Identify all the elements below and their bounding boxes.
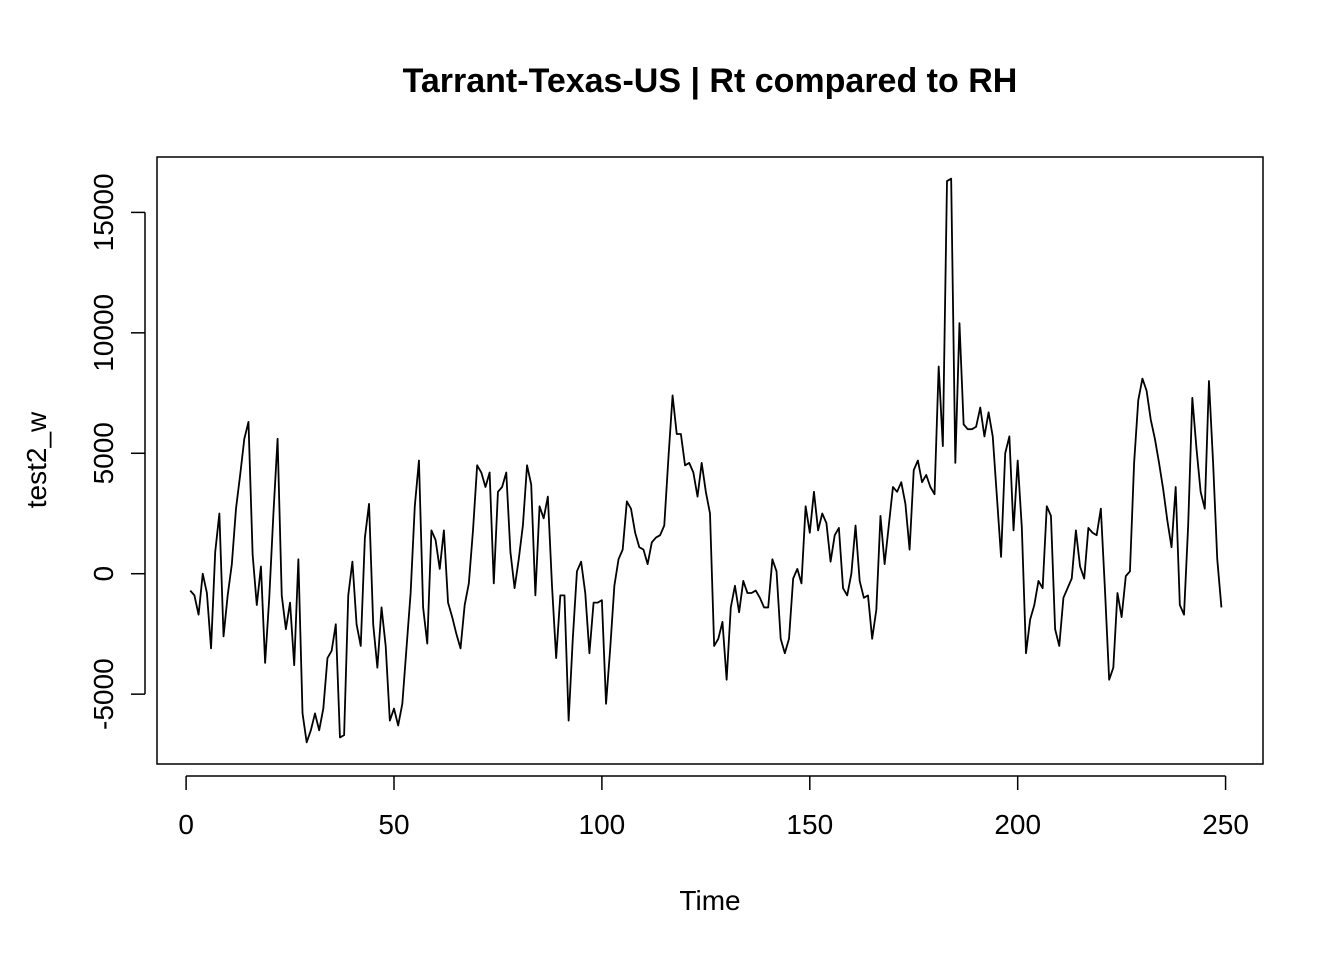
chart-title: Tarrant-Texas-US | Rt compared to RH	[403, 62, 1018, 100]
x-tick-label: 250	[1202, 809, 1249, 840]
y-tick-label: 15000	[88, 173, 119, 251]
y-tick-label: -5000	[88, 658, 119, 730]
x-tick-label: 200	[994, 809, 1041, 840]
series-line	[189, 177, 1223, 744]
series-layer	[189, 177, 1223, 744]
x-axis: 0 50 100 150 200 250	[178, 775, 1249, 840]
x-axis-label: Time	[679, 885, 740, 916]
y-axis: -5000 0 5000 10000 15000	[88, 173, 146, 730]
plot-frame	[156, 156, 1264, 765]
x-tick-label: 150	[786, 809, 833, 840]
y-tick-label: 10000	[88, 294, 119, 372]
x-tick-label: 0	[178, 809, 194, 840]
x-tick-label: 50	[378, 809, 409, 840]
x-tick-label: 100	[579, 809, 626, 840]
y-axis-label: test2_w	[21, 411, 52, 508]
y-tick-label: 0	[88, 566, 119, 582]
y-tick-label: 5000	[88, 422, 119, 484]
